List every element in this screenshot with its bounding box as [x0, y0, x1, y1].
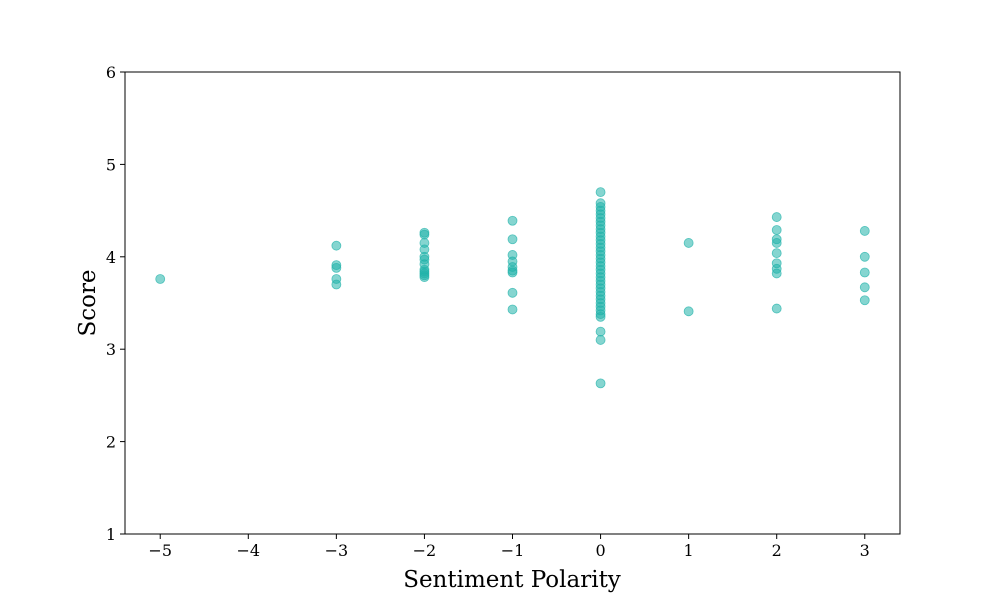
data-point: [771, 212, 782, 222]
x-tick-label: −5: [148, 541, 172, 560]
data-point: [595, 187, 606, 198]
x-tick-label: 1: [684, 541, 694, 560]
y-tick-label: 1: [106, 525, 116, 544]
y-axis: 1 2 3 4 5 6: [106, 63, 125, 544]
plot-frame: [124, 71, 901, 535]
data-point: [595, 378, 606, 389]
points-layer: [155, 187, 870, 389]
data-point: [683, 238, 694, 248]
y-axis-title: Score: [75, 269, 101, 336]
data-point: [859, 251, 870, 262]
data-point: [507, 287, 518, 298]
x-tick-label: −2: [413, 541, 437, 560]
data-point: [859, 295, 870, 306]
data-point: [595, 326, 606, 337]
data-point: [419, 272, 430, 283]
data-point: [507, 267, 518, 278]
data-point: [155, 274, 166, 284]
data-point: [859, 267, 870, 278]
x-tick-label: −3: [325, 541, 349, 560]
data-point: [859, 226, 870, 236]
y-tick-label: 3: [106, 340, 116, 359]
data-point: [507, 304, 518, 315]
data-point: [595, 335, 606, 345]
data-point: [771, 238, 782, 248]
data-point: [859, 282, 870, 293]
x-axis-title: Sentiment Polarity: [403, 567, 621, 593]
x-tick-label: 2: [772, 541, 782, 560]
y-tick-label: 6: [106, 63, 116, 82]
data-point: [331, 262, 342, 273]
data-point: [683, 306, 694, 317]
y-tick-label: 2: [106, 433, 116, 452]
x-axis: −5 −4 −3 −2 −1 0 1 2 3: [148, 534, 870, 560]
data-point: [595, 311, 606, 322]
data-point: [419, 229, 430, 240]
data-point: [507, 215, 518, 226]
data-point: [331, 240, 342, 251]
data-point: [771, 225, 782, 235]
y-tick-label: 4: [106, 248, 116, 267]
data-point: [771, 303, 782, 314]
x-tick-label: −1: [501, 541, 525, 560]
data-point: [507, 234, 518, 245]
x-tick-label: 0: [595, 541, 605, 560]
data-point: [331, 279, 342, 290]
data-point: [771, 268, 782, 279]
data-point: [771, 248, 782, 259]
x-tick-label: 3: [860, 541, 870, 560]
y-tick-label: 5: [106, 155, 116, 174]
x-tick-label: −4: [236, 541, 260, 560]
